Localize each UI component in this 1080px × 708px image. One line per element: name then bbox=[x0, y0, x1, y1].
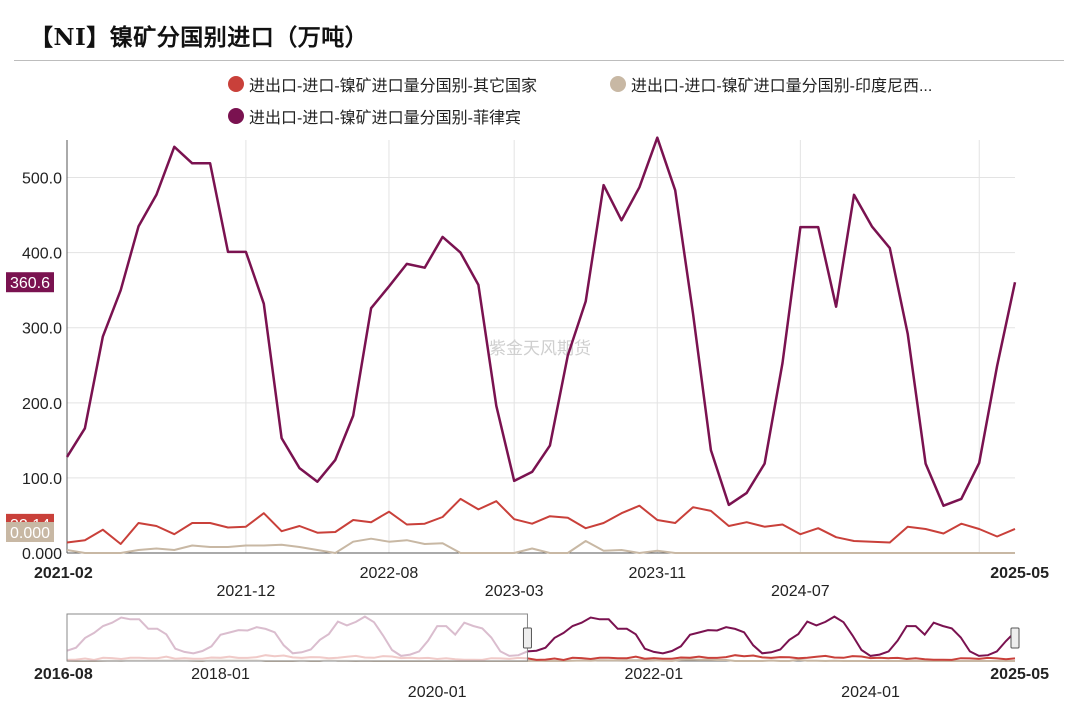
navigator-unselected-range[interactable] bbox=[66, 613, 528, 662]
legend-dot-icon bbox=[228, 76, 244, 92]
y-tick-label: 100.0 bbox=[22, 471, 62, 488]
series-line-1[interactable] bbox=[66, 537, 1015, 554]
x-tick-label: 2024-07 bbox=[771, 583, 830, 600]
x-tick-label: 2022-08 bbox=[360, 565, 419, 582]
x-axis: 2021-02 2021-12 2022-08 2023-03 2023-11 2024-… bbox=[34, 565, 1049, 600]
title-divider bbox=[14, 60, 1064, 61]
legend-dot-icon bbox=[228, 108, 244, 124]
navigator-handle[interactable] bbox=[1010, 627, 1020, 649]
last-value-tag bbox=[6, 522, 54, 542]
last-value-tag bbox=[6, 272, 54, 293]
navigator-tick-label: 2016-08 bbox=[34, 666, 93, 683]
watermark: 紫金天风期货 bbox=[489, 339, 591, 358]
navigator-tick-label: 2018-01 bbox=[191, 666, 250, 683]
chart-title: 【NI】镍矿分国别进口（万吨） bbox=[30, 24, 369, 51]
legend-label: 进出口-进口-镍矿进口量分国别-菲律宾 bbox=[249, 110, 521, 127]
series-line-0[interactable] bbox=[66, 497, 1016, 545]
legend-label: 进出口-进口-镍矿进口量分国别-其它国家 bbox=[249, 78, 537, 95]
legend-item-indonesia[interactable]: 进出口-进口-镍矿进口量分国别-印度尼西... bbox=[610, 72, 932, 96]
x-tick-label: 2021-02 bbox=[34, 565, 93, 582]
legend-dot-icon bbox=[610, 76, 626, 92]
x-tick-label: 2023-03 bbox=[485, 583, 544, 600]
x-tick-label: 2025-05 bbox=[990, 565, 1049, 582]
navigator-tick-label: 2020-01 bbox=[408, 684, 467, 701]
y-axis: 0.000 100.0 200.0 300.0 400.0 500.0 bbox=[22, 140, 1015, 563]
last-value-text: 0.000 bbox=[10, 525, 50, 542]
legend-label: 进出口-进口-镍矿进口量分国别-印度尼西... bbox=[631, 78, 933, 95]
last-value-text: 360.6 bbox=[10, 275, 50, 292]
navigator-tick-label: 2024-01 bbox=[841, 684, 900, 701]
y-tick-label: 200.0 bbox=[22, 396, 62, 413]
y-tick-label: 300.0 bbox=[22, 321, 62, 338]
navigator-tick-label: 2022-01 bbox=[624, 666, 683, 683]
navigator-tick-label: 2025-05 bbox=[990, 666, 1049, 683]
navigator-handle[interactable] bbox=[522, 627, 532, 649]
legend-item-philippines[interactable]: 进出口-进口-镍矿进口量分国别-菲律宾 bbox=[228, 104, 521, 128]
y-tick-label: 400.0 bbox=[22, 246, 62, 263]
x-tick-label: 2021-12 bbox=[217, 583, 276, 600]
navigator: 2016-08 2018-01 2020-01 2022-01 2024-01 2025-… bbox=[34, 613, 1049, 701]
series-lines bbox=[65, 136, 1017, 554]
y-tick-label: 0.000 bbox=[22, 546, 62, 563]
y-tick-label: 500.0 bbox=[22, 171, 62, 188]
x-tick-label: 2023-11 bbox=[628, 565, 686, 582]
legend-item-other[interactable]: 进出口-进口-镍矿进口量分国别-其它国家 bbox=[228, 72, 537, 96]
series-line-2[interactable] bbox=[65, 136, 1017, 507]
last-value-tags: 360.632.140.000 bbox=[6, 272, 54, 542]
